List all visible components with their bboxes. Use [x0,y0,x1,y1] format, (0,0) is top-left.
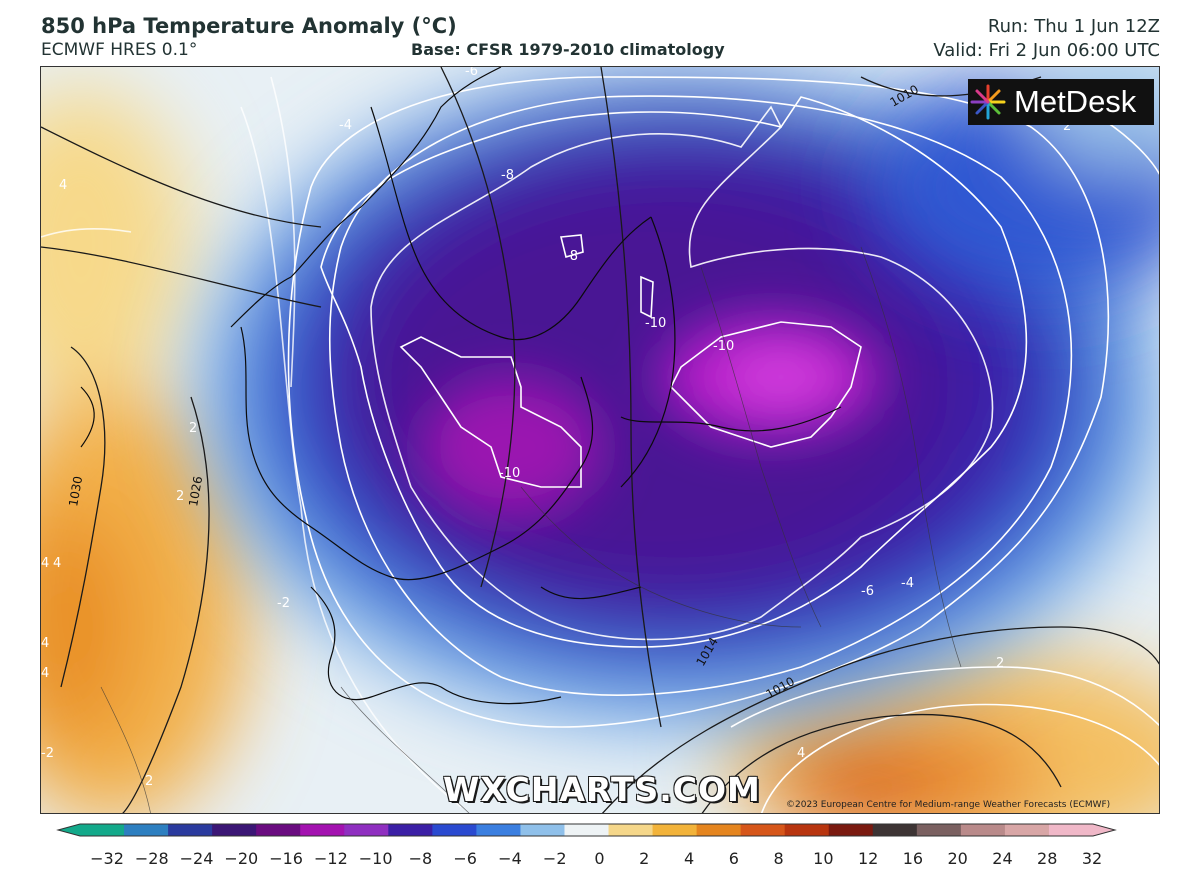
colorbar-label: −32 [90,849,124,868]
borders [100,246,962,813]
warm-anomaly-west [41,87,251,813]
colorbar-label: 16 [902,849,924,868]
colorbar-outline [56,823,1117,837]
colorbar-label: 32 [1081,849,1103,868]
anomaly-contour-label: -8 [501,168,514,183]
run-time: Run: Thu 1 Jun 12Z [987,16,1160,37]
isobar-label: 1030 [66,475,85,508]
metdesk-burst-icon [970,84,1006,120]
anomaly-contour-label: -10 [499,466,520,481]
colorbar-label: −20 [224,849,259,868]
wxcharts-watermark: WXCHARTS.COM [443,770,761,809]
anomaly-contour-label: -8 [565,249,578,264]
colorbar-label: −8 [408,849,433,868]
colorbar-label: 8 [773,849,784,868]
anomaly-contour-label: 4 [797,746,805,761]
colorbar-segment [828,824,874,836]
anomaly-contour-label: 4 [59,178,67,193]
colorbar-segment [784,824,830,836]
colorbar-segment [344,824,389,836]
colorbar-segment [696,824,742,836]
anomaly-contour-label: 2 [189,421,197,436]
colorbar-segment [124,824,169,836]
colorbar-segment [960,824,1006,836]
coastlines [80,67,842,705]
colorbar-segment [1048,824,1094,836]
colorbar-label: 2 [639,849,650,868]
colorbar-segment [872,824,918,836]
map-canvas: -6-44-8-82-10-10-102-224-6-4224-24441010… [41,67,1159,813]
ecmwf-copyright: ©2023 European Centre for Medium-range W… [786,800,1111,810]
colorbar-segments [56,823,1117,837]
anomaly-contour-label: 2 [996,656,1004,671]
anomaly-contour-label: -4 [901,576,914,591]
metdesk-logo-text: MetDesk [1014,84,1137,119]
colorbar-label: −2 [542,849,567,868]
cold-core [421,317,881,517]
colorbar-label: 24 [992,849,1013,868]
anomaly-contours [41,76,1159,813]
climatology-base: Base: CFSR 1979-2010 climatology [411,40,725,59]
colorbar-segment [256,824,301,836]
colorbar-label: −10 [358,849,393,868]
anomaly-contour-label: -4 [339,118,352,133]
colorbar-label: −6 [453,849,477,868]
colorbar-label: −12 [313,849,348,868]
anomaly-contour-label: -2 [277,596,290,611]
colorbar-segment [432,824,477,836]
colorbar-segment [916,824,962,836]
valid-time: Valid: Fri 2 Jun 06:00 UTC [933,40,1160,61]
anomaly-map: -6 -4 4 -8 -8 2 -10 -10 -10 2 -2 2 4 -6 -4 2 2 4 -2 4 4 4 1010… [40,66,1160,814]
anomaly-contour-label: 2 [145,774,153,789]
colorbar-label: 12 [857,849,879,868]
isobars [41,67,1159,813]
colorbar-label: −4 [498,849,522,868]
colorbar-segment [80,824,125,836]
colorbar-label: 28 [1037,849,1058,868]
colorbar-segment [740,824,786,836]
anomaly-contour-label: -6 [465,67,478,79]
anomaly-contour-label: 4 [41,636,49,651]
anomaly-contour-label: -10 [645,316,666,331]
anomaly-contour-label: -2 [41,746,54,761]
colorbar-label: −28 [134,849,169,868]
colorbar-segment [564,824,610,836]
colorbar-segment [652,824,698,836]
colorbar-label: −24 [179,849,214,868]
colorbar-segment [300,824,345,836]
colorbar-segment [520,824,565,836]
model-name: ECMWF HRES 0.1° [41,40,198,60]
colorbar-label: 4 [683,849,695,868]
anomaly-contour-label: 4 [53,556,61,571]
anomaly-contour-label: 2 [1063,119,1071,134]
colorbar-label: −16 [269,849,303,868]
anomaly-contour-label: 4 [41,666,49,681]
colorbar-label: 6 [728,849,739,868]
anomaly-contour-label: 4 [41,556,49,571]
anomaly-contour-label: -10 [713,339,734,354]
anomaly-contour-label: 2 [176,489,184,504]
chart-title: 850 hPa Temperature Anomaly (°C) [41,14,457,38]
isobar-label: 1026 [186,475,205,508]
colorbar-segment [212,824,257,836]
colorbar-segment [168,824,213,836]
colorbar-label: 0 [594,849,605,868]
metdesk-logo: MetDesk [968,79,1154,125]
colorbar-max-arrow [1093,824,1115,836]
colorbar-label: 20 [947,849,968,868]
colorbar-label: 10 [813,849,834,868]
colorbar-segment [476,824,521,836]
colorbar-segment [1004,824,1050,836]
anomaly-contour-label: -6 [861,584,874,599]
colorbar-segment [388,824,433,836]
colorbar-segment [608,824,654,836]
colorbar-min-arrow [58,824,80,836]
